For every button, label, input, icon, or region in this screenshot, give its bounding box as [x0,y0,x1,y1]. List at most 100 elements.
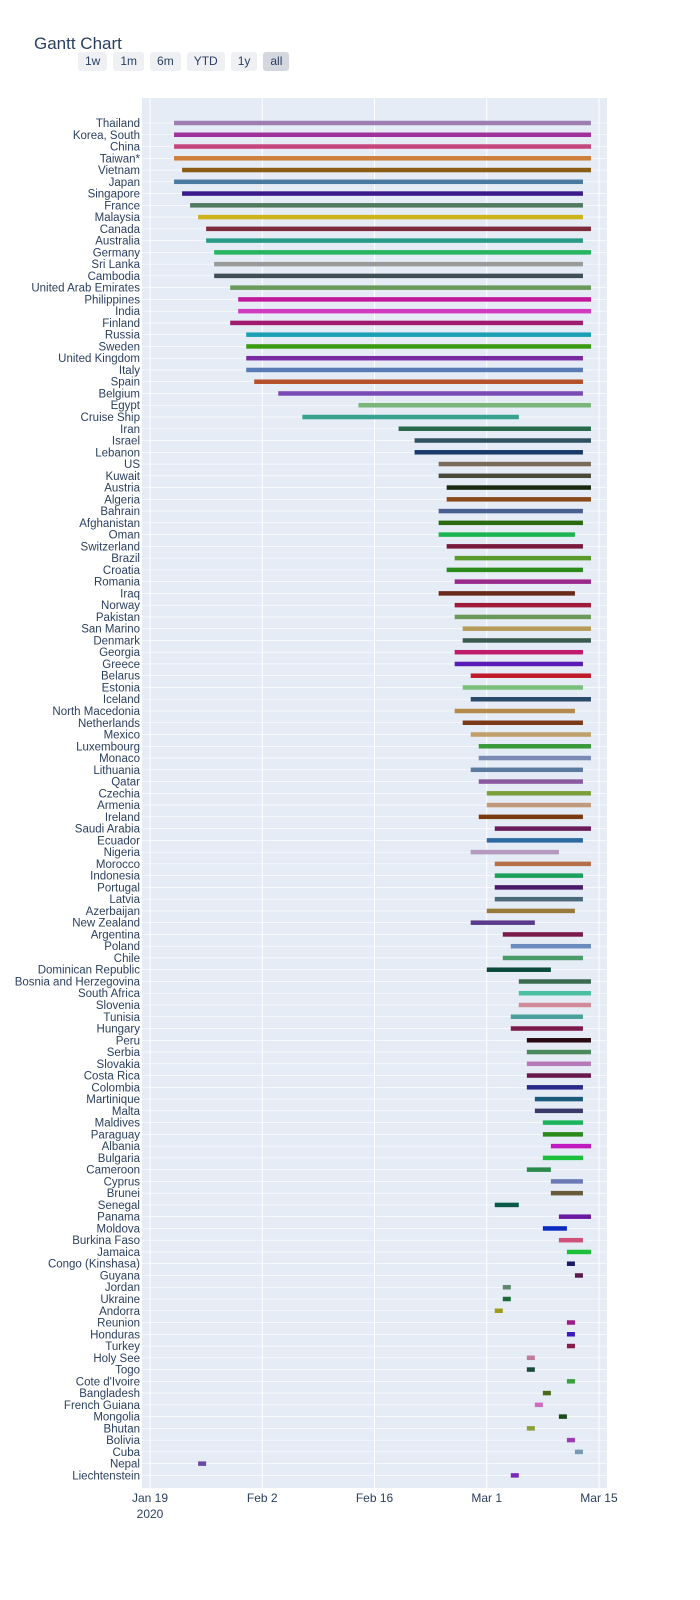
gantt-bar[interactable] [526,1073,591,1078]
gantt-bar[interactable] [526,1085,583,1090]
gantt-bar[interactable] [526,1038,591,1043]
gantt-bar[interactable] [542,1226,567,1231]
gantt-bar[interactable] [438,532,575,537]
gantt-bar[interactable] [518,1002,591,1008]
range-button-ytd[interactable]: YTD [186,52,225,71]
gantt-bar[interactable] [174,132,591,138]
gantt-bar[interactable] [550,1190,583,1196]
gantt-bar[interactable] [214,250,591,255]
gantt-bar[interactable] [526,1426,535,1431]
gantt-bar[interactable] [246,332,591,337]
gantt-bar[interactable] [494,1308,503,1314]
gantt-bar[interactable] [470,920,535,925]
gantt-bar[interactable] [190,203,583,208]
gantt-bar[interactable] [454,649,583,655]
gantt-bar[interactable] [462,685,583,690]
gantt-bar[interactable] [214,261,583,267]
gantt-bar[interactable] [470,696,591,702]
gantt-bar[interactable] [566,1332,575,1337]
gantt-bar[interactable] [246,355,583,361]
range-button-1m[interactable]: 1m [113,52,145,71]
gantt-bar[interactable] [558,1414,567,1419]
gantt-bar[interactable] [470,849,559,855]
gantt-bar[interactable] [182,191,583,196]
gantt-bar[interactable] [502,932,583,937]
gantt-bar[interactable] [174,144,591,149]
gantt-bar[interactable] [238,297,591,302]
gantt-bar[interactable] [174,179,583,185]
gantt-bar[interactable] [566,1249,591,1255]
gantt-bar[interactable] [246,367,583,373]
gantt-bar[interactable] [542,1390,551,1396]
range-button-all[interactable]: all [263,52,290,71]
gantt-bar[interactable] [358,402,591,408]
gantt-bar[interactable] [502,1284,511,1290]
gantt-bar[interactable] [542,1132,583,1137]
gantt-bar[interactable] [566,1437,575,1443]
gantt-bar[interactable] [534,1402,543,1408]
gantt-bar[interactable] [494,896,583,902]
gantt-bar[interactable] [566,1379,575,1384]
gantt-bar[interactable] [486,802,591,808]
gantt-bar[interactable] [438,591,575,596]
gantt-bar[interactable] [462,720,583,726]
gantt-bar[interactable] [454,708,575,714]
gantt-bar[interactable] [510,1014,583,1020]
gantt-bar[interactable] [478,755,591,761]
gantt-bar[interactable] [486,838,583,843]
gantt-bar[interactable] [518,990,591,996]
gantt-bar[interactable] [454,614,591,620]
gantt-bar[interactable] [198,214,583,220]
gantt-bar[interactable] [494,826,591,831]
gantt-bar[interactable] [206,238,583,243]
gantt-bar[interactable] [438,461,591,467]
gantt-bar[interactable] [486,908,575,914]
gantt-bar[interactable] [302,414,519,420]
gantt-bar[interactable] [502,1296,511,1302]
gantt-bar[interactable] [542,1120,583,1125]
gantt-bar[interactable] [494,885,583,890]
gantt-bar[interactable] [542,1155,583,1161]
gantt-bar[interactable] [534,1096,583,1102]
gantt-bar[interactable] [518,979,591,984]
gantt-bar[interactable] [174,120,591,126]
gantt-bar[interactable] [566,1343,575,1349]
gantt-bar[interactable] [478,779,583,784]
gantt-bar[interactable] [206,226,591,232]
gantt-bar[interactable] [494,873,583,878]
gantt-bar[interactable] [438,473,591,479]
gantt-bar[interactable] [566,1261,575,1266]
gantt-bar[interactable] [438,520,583,526]
gantt-bar[interactable] [558,1237,583,1243]
gantt-bar[interactable] [526,1061,591,1067]
gantt-bar[interactable] [494,1202,519,1208]
gantt-bar[interactable] [446,485,591,490]
gantt-bar[interactable] [454,555,591,561]
gantt-bar[interactable] [454,602,591,608]
gantt-bar[interactable] [526,1049,591,1055]
gantt-bar[interactable] [478,744,591,749]
gantt-bar[interactable] [526,1167,551,1172]
gantt-bar[interactable] [566,1320,575,1325]
gantt-bar[interactable] [230,285,591,290]
gantt-bar[interactable] [574,1449,583,1455]
gantt-bar[interactable] [198,1461,207,1466]
gantt-bar[interactable] [454,661,583,667]
gantt-bar[interactable] [174,156,591,161]
gantt-bar[interactable] [182,167,591,173]
gantt-bar[interactable] [398,426,591,432]
gantt-bar[interactable] [462,626,591,631]
range-button-6m[interactable]: 6m [150,52,181,71]
gantt-bar[interactable] [534,1108,583,1114]
gantt-bar[interactable] [574,1273,583,1278]
range-button-1w[interactable]: 1w [78,52,108,71]
gantt-bar[interactable] [446,497,591,502]
range-button-1y[interactable]: 1y [230,52,258,71]
gantt-bar[interactable] [470,673,591,678]
gantt-bar[interactable] [526,1367,535,1372]
gantt-bar[interactable] [510,1026,583,1031]
gantt-bar[interactable] [470,732,591,737]
gantt-bar[interactable] [278,391,583,396]
gantt-bar[interactable] [230,320,583,326]
gantt-bar[interactable] [414,450,583,455]
